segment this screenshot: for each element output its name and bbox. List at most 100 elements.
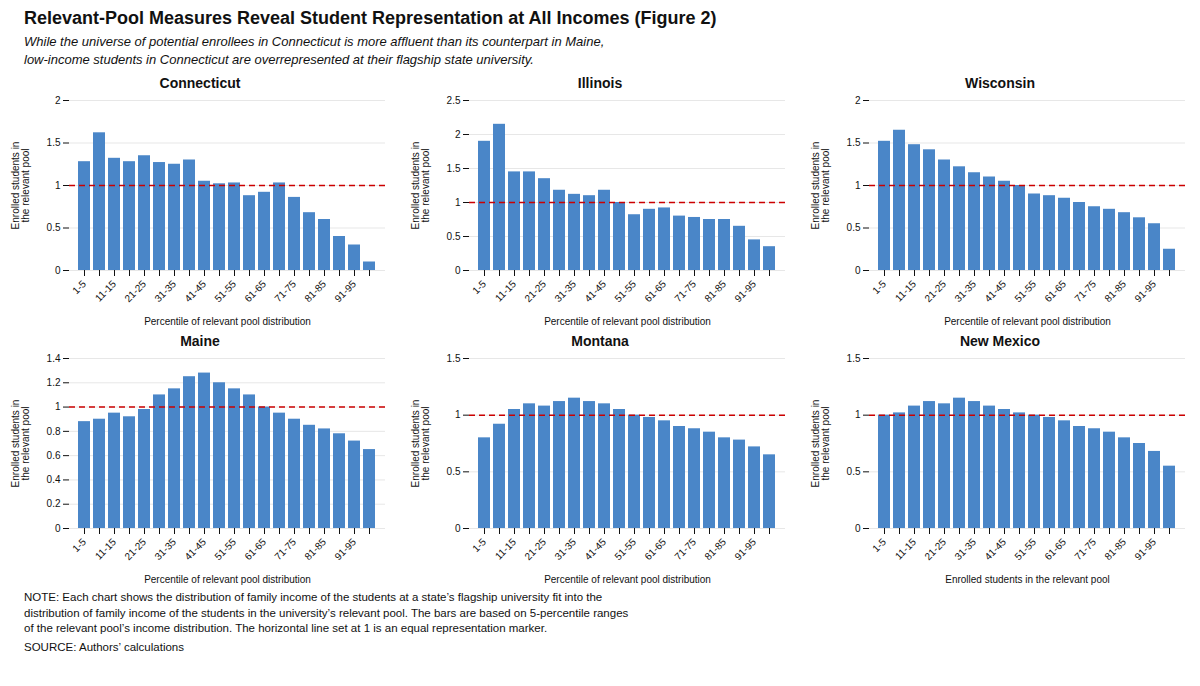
svg-text:31-35: 31-35: [552, 278, 578, 304]
svg-text:41-45: 41-45: [182, 278, 208, 304]
svg-text:0.5: 0.5: [847, 222, 861, 233]
svg-text:41-45: 41-45: [982, 278, 1008, 304]
svg-text:0.5: 0.5: [447, 231, 461, 242]
svg-text:41-45: 41-45: [982, 536, 1008, 562]
svg-text:1-5: 1-5: [470, 536, 488, 554]
svg-text:Enrolled students inthe releva: Enrolled students inthe relevant pool: [810, 400, 831, 488]
svg-text:61-65: 61-65: [1042, 536, 1068, 562]
svg-text:Enrolled students inthe releva: Enrolled students inthe relevant pool: [410, 142, 431, 230]
svg-text:31-35: 31-35: [552, 536, 578, 562]
svg-text:0.6: 0.6: [47, 450, 61, 461]
svg-text:2: 2: [55, 95, 61, 106]
svg-text:Percentile of relevant pool di: Percentile of relevant pool distribution: [144, 316, 311, 327]
svg-text:0: 0: [855, 523, 861, 534]
svg-text:31-35: 31-35: [952, 278, 978, 304]
svg-text:61-65: 61-65: [642, 278, 668, 304]
svg-text:1: 1: [455, 197, 461, 208]
svg-text:1.5: 1.5: [47, 137, 61, 148]
svg-text:1.5: 1.5: [847, 353, 861, 364]
svg-text:Enrolled students inthe releva: Enrolled students inthe relevant pool: [410, 400, 431, 488]
svg-text:Enrolled students inthe releva: Enrolled students inthe relevant pool: [10, 142, 31, 230]
svg-text:61-65: 61-65: [1042, 278, 1068, 304]
svg-text:1: 1: [855, 180, 861, 191]
svg-text:Percentile of relevant pool di: Percentile of relevant pool distribution: [944, 316, 1111, 327]
svg-text:51-55: 51-55: [212, 536, 238, 562]
svg-text:2: 2: [455, 129, 461, 140]
svg-text:Enrolled students in the relev: Enrolled students in the relevant pool: [945, 574, 1110, 585]
svg-text:81-85: 81-85: [1102, 278, 1128, 304]
svg-text:91-95: 91-95: [332, 278, 358, 304]
svg-text:Enrolled students inthe releva: Enrolled students inthe relevant pool: [810, 142, 831, 230]
svg-text:21-25: 21-25: [122, 536, 148, 562]
svg-text:11-15: 11-15: [493, 278, 519, 304]
svg-text:Percentile of relevant pool di: Percentile of relevant pool distribution: [544, 574, 711, 585]
svg-text:71-75: 71-75: [272, 536, 298, 562]
svg-text:21-25: 21-25: [522, 278, 548, 304]
svg-text:0: 0: [855, 265, 861, 276]
svg-text:11-15: 11-15: [493, 536, 519, 562]
svg-text:41-45: 41-45: [182, 536, 208, 562]
svg-text:1.5: 1.5: [847, 137, 861, 148]
svg-text:1: 1: [55, 401, 61, 412]
svg-text:71-75: 71-75: [1072, 278, 1098, 304]
svg-text:61-65: 61-65: [242, 278, 268, 304]
svg-text:1.5: 1.5: [447, 163, 461, 174]
svg-text:0.8: 0.8: [47, 426, 61, 437]
svg-text:91-95: 91-95: [1132, 278, 1158, 304]
svg-text:21-25: 21-25: [922, 278, 948, 304]
svg-text:1.2: 1.2: [47, 377, 61, 388]
svg-text:1: 1: [855, 409, 861, 420]
svg-text:11-15: 11-15: [93, 536, 119, 562]
svg-text:Enrolled students inthe releva: Enrolled students inthe relevant pool: [10, 400, 31, 488]
svg-text:31-35: 31-35: [152, 536, 178, 562]
svg-text:81-85: 81-85: [702, 536, 728, 562]
svg-text:11-15: 11-15: [93, 278, 119, 304]
svg-text:31-35: 31-35: [952, 536, 978, 562]
svg-text:21-25: 21-25: [922, 536, 948, 562]
svg-text:0.5: 0.5: [47, 222, 61, 233]
svg-text:91-95: 91-95: [1132, 536, 1158, 562]
svg-text:71-75: 71-75: [1072, 536, 1098, 562]
svg-text:1.5: 1.5: [447, 353, 461, 364]
svg-text:51-55: 51-55: [212, 278, 238, 304]
svg-text:41-45: 41-45: [582, 278, 608, 304]
svg-text:2.5: 2.5: [447, 95, 461, 106]
svg-text:1: 1: [55, 180, 61, 191]
svg-text:61-65: 61-65: [242, 536, 268, 562]
svg-text:1-5: 1-5: [870, 278, 888, 296]
svg-text:1-5: 1-5: [470, 278, 488, 296]
svg-text:91-95: 91-95: [732, 278, 758, 304]
svg-text:0: 0: [455, 523, 461, 534]
svg-text:61-65: 61-65: [642, 536, 668, 562]
svg-text:51-55: 51-55: [612, 536, 638, 562]
svg-text:Percentile of relevant pool di: Percentile of relevant pool distribution: [144, 574, 311, 585]
svg-text:11-15: 11-15: [893, 536, 919, 562]
svg-text:71-75: 71-75: [672, 536, 698, 562]
svg-text:81-85: 81-85: [702, 278, 728, 304]
svg-text:0.4: 0.4: [47, 474, 61, 485]
svg-text:91-95: 91-95: [332, 536, 358, 562]
svg-text:1-5: 1-5: [870, 536, 888, 554]
svg-text:1-5: 1-5: [70, 536, 88, 554]
svg-text:51-55: 51-55: [1012, 536, 1038, 562]
svg-text:31-35: 31-35: [152, 278, 178, 304]
svg-text:Percentile of relevant pool di: Percentile of relevant pool distribution: [544, 316, 711, 327]
svg-text:71-75: 71-75: [672, 278, 698, 304]
svg-text:0.5: 0.5: [847, 466, 861, 477]
svg-text:91-95: 91-95: [732, 536, 758, 562]
svg-text:0: 0: [55, 265, 61, 276]
svg-text:71-75: 71-75: [272, 278, 298, 304]
svg-text:41-45: 41-45: [582, 536, 608, 562]
svg-text:21-25: 21-25: [522, 536, 548, 562]
svg-text:81-85: 81-85: [1102, 536, 1128, 562]
svg-text:1.4: 1.4: [47, 353, 61, 364]
svg-text:81-85: 81-85: [302, 536, 328, 562]
svg-text:51-55: 51-55: [1012, 278, 1038, 304]
svg-text:81-85: 81-85: [302, 278, 328, 304]
svg-text:0.2: 0.2: [47, 499, 61, 510]
svg-text:2: 2: [855, 95, 861, 106]
svg-text:11-15: 11-15: [893, 278, 919, 304]
svg-text:51-55: 51-55: [612, 278, 638, 304]
svg-text:1: 1: [455, 409, 461, 420]
svg-text:0: 0: [455, 265, 461, 276]
